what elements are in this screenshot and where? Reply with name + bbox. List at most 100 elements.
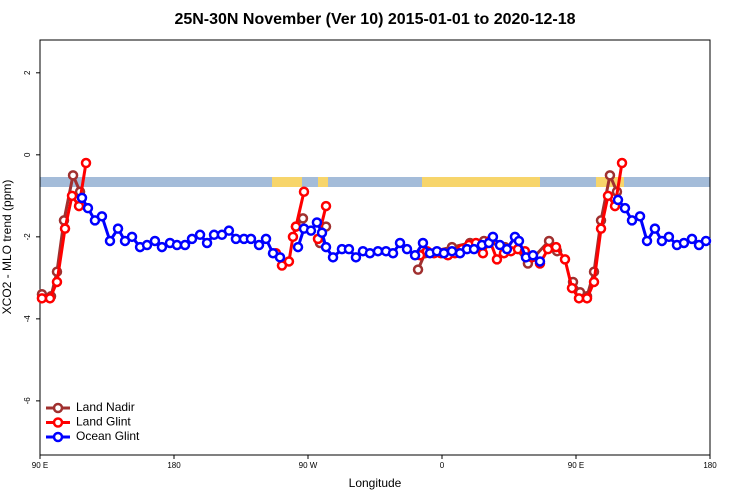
point: [559, 254, 571, 265]
point: [126, 231, 138, 243]
point: [401, 243, 413, 255]
x-tick-label: 180: [167, 461, 181, 470]
y-tick-label: 2: [23, 70, 32, 75]
point: [287, 231, 299, 243]
point: [619, 202, 631, 214]
point: [82, 202, 94, 214]
point: [73, 200, 85, 212]
point: [602, 190, 614, 202]
point: [604, 170, 616, 181]
point: [616, 157, 628, 169]
point: [112, 223, 124, 234]
point: [320, 241, 332, 253]
point: [223, 225, 235, 236]
point: [305, 225, 317, 236]
point: [179, 239, 191, 251]
point: [468, 243, 480, 255]
point: [59, 223, 71, 234]
point: [641, 235, 653, 247]
point: [534, 256, 546, 267]
point: [298, 186, 310, 197]
point: [513, 235, 525, 247]
point: [141, 239, 153, 251]
point: [487, 231, 499, 243]
point: [343, 243, 355, 255]
point: [700, 235, 712, 247]
point: [274, 252, 286, 263]
x-tick-label: 0: [440, 461, 445, 470]
point: [678, 237, 690, 249]
point: [194, 229, 206, 241]
point: [253, 239, 265, 251]
x-tick-label: 180: [703, 461, 717, 470]
point: [44, 293, 56, 304]
point: [542, 243, 554, 255]
legend-marker: [52, 402, 64, 414]
point: [581, 293, 593, 304]
point: [104, 235, 116, 247]
point: [283, 256, 295, 267]
point: [149, 235, 161, 247]
ocean-strip: [40, 177, 710, 187]
point: [186, 233, 198, 245]
y-tick-label: -6: [23, 397, 32, 405]
point: [96, 211, 108, 222]
point: [320, 200, 332, 212]
point: [409, 250, 421, 261]
point: [292, 241, 304, 253]
legend-marker: [52, 417, 64, 428]
point: [311, 217, 323, 228]
point: [327, 252, 339, 263]
point: [527, 250, 539, 261]
land-strip: [272, 177, 302, 187]
x-tick-label: 90 W: [299, 461, 318, 470]
point: [316, 227, 328, 238]
point: [387, 247, 399, 259]
x-axis-label: Longitude: [349, 476, 402, 490]
land-strip: [422, 177, 540, 187]
point: [412, 264, 424, 275]
point: [290, 221, 302, 232]
legend-marker: [52, 431, 64, 443]
point: [477, 247, 489, 259]
point: [66, 190, 78, 202]
x-tick-label: 90 E: [568, 461, 584, 470]
point: [595, 223, 607, 234]
point: [80, 157, 92, 169]
point: [491, 254, 503, 265]
y-axis-label: XCO2 - MLO trend (ppm): [0, 180, 14, 315]
point: [663, 231, 675, 243]
point: [76, 192, 88, 204]
point: [626, 215, 638, 226]
y-tick-label: -2: [23, 233, 32, 241]
point: [550, 241, 562, 253]
point: [446, 245, 458, 257]
point: [634, 211, 646, 222]
legend-label: Ocean Glint: [76, 429, 140, 443]
point: [156, 241, 168, 253]
point: [588, 276, 600, 288]
legend-label: Land Nadir: [76, 400, 135, 414]
point: [394, 237, 406, 249]
point: [543, 235, 555, 247]
point: [438, 247, 450, 259]
point: [501, 243, 513, 255]
point: [201, 237, 213, 249]
point: [51, 276, 63, 288]
point: [260, 233, 272, 245]
point: [612, 194, 624, 206]
plot-frame: [39, 39, 711, 456]
point: [297, 213, 309, 224]
y-tick-label: -4: [23, 315, 32, 323]
point: [417, 237, 429, 249]
point: [364, 247, 376, 259]
point: [350, 252, 362, 263]
point: [649, 223, 661, 234]
legend-label: Land Glint: [76, 415, 131, 429]
y-tick-label: 0: [23, 152, 32, 157]
land-strip: [318, 177, 328, 187]
point: [686, 233, 698, 245]
point: [245, 233, 257, 245]
